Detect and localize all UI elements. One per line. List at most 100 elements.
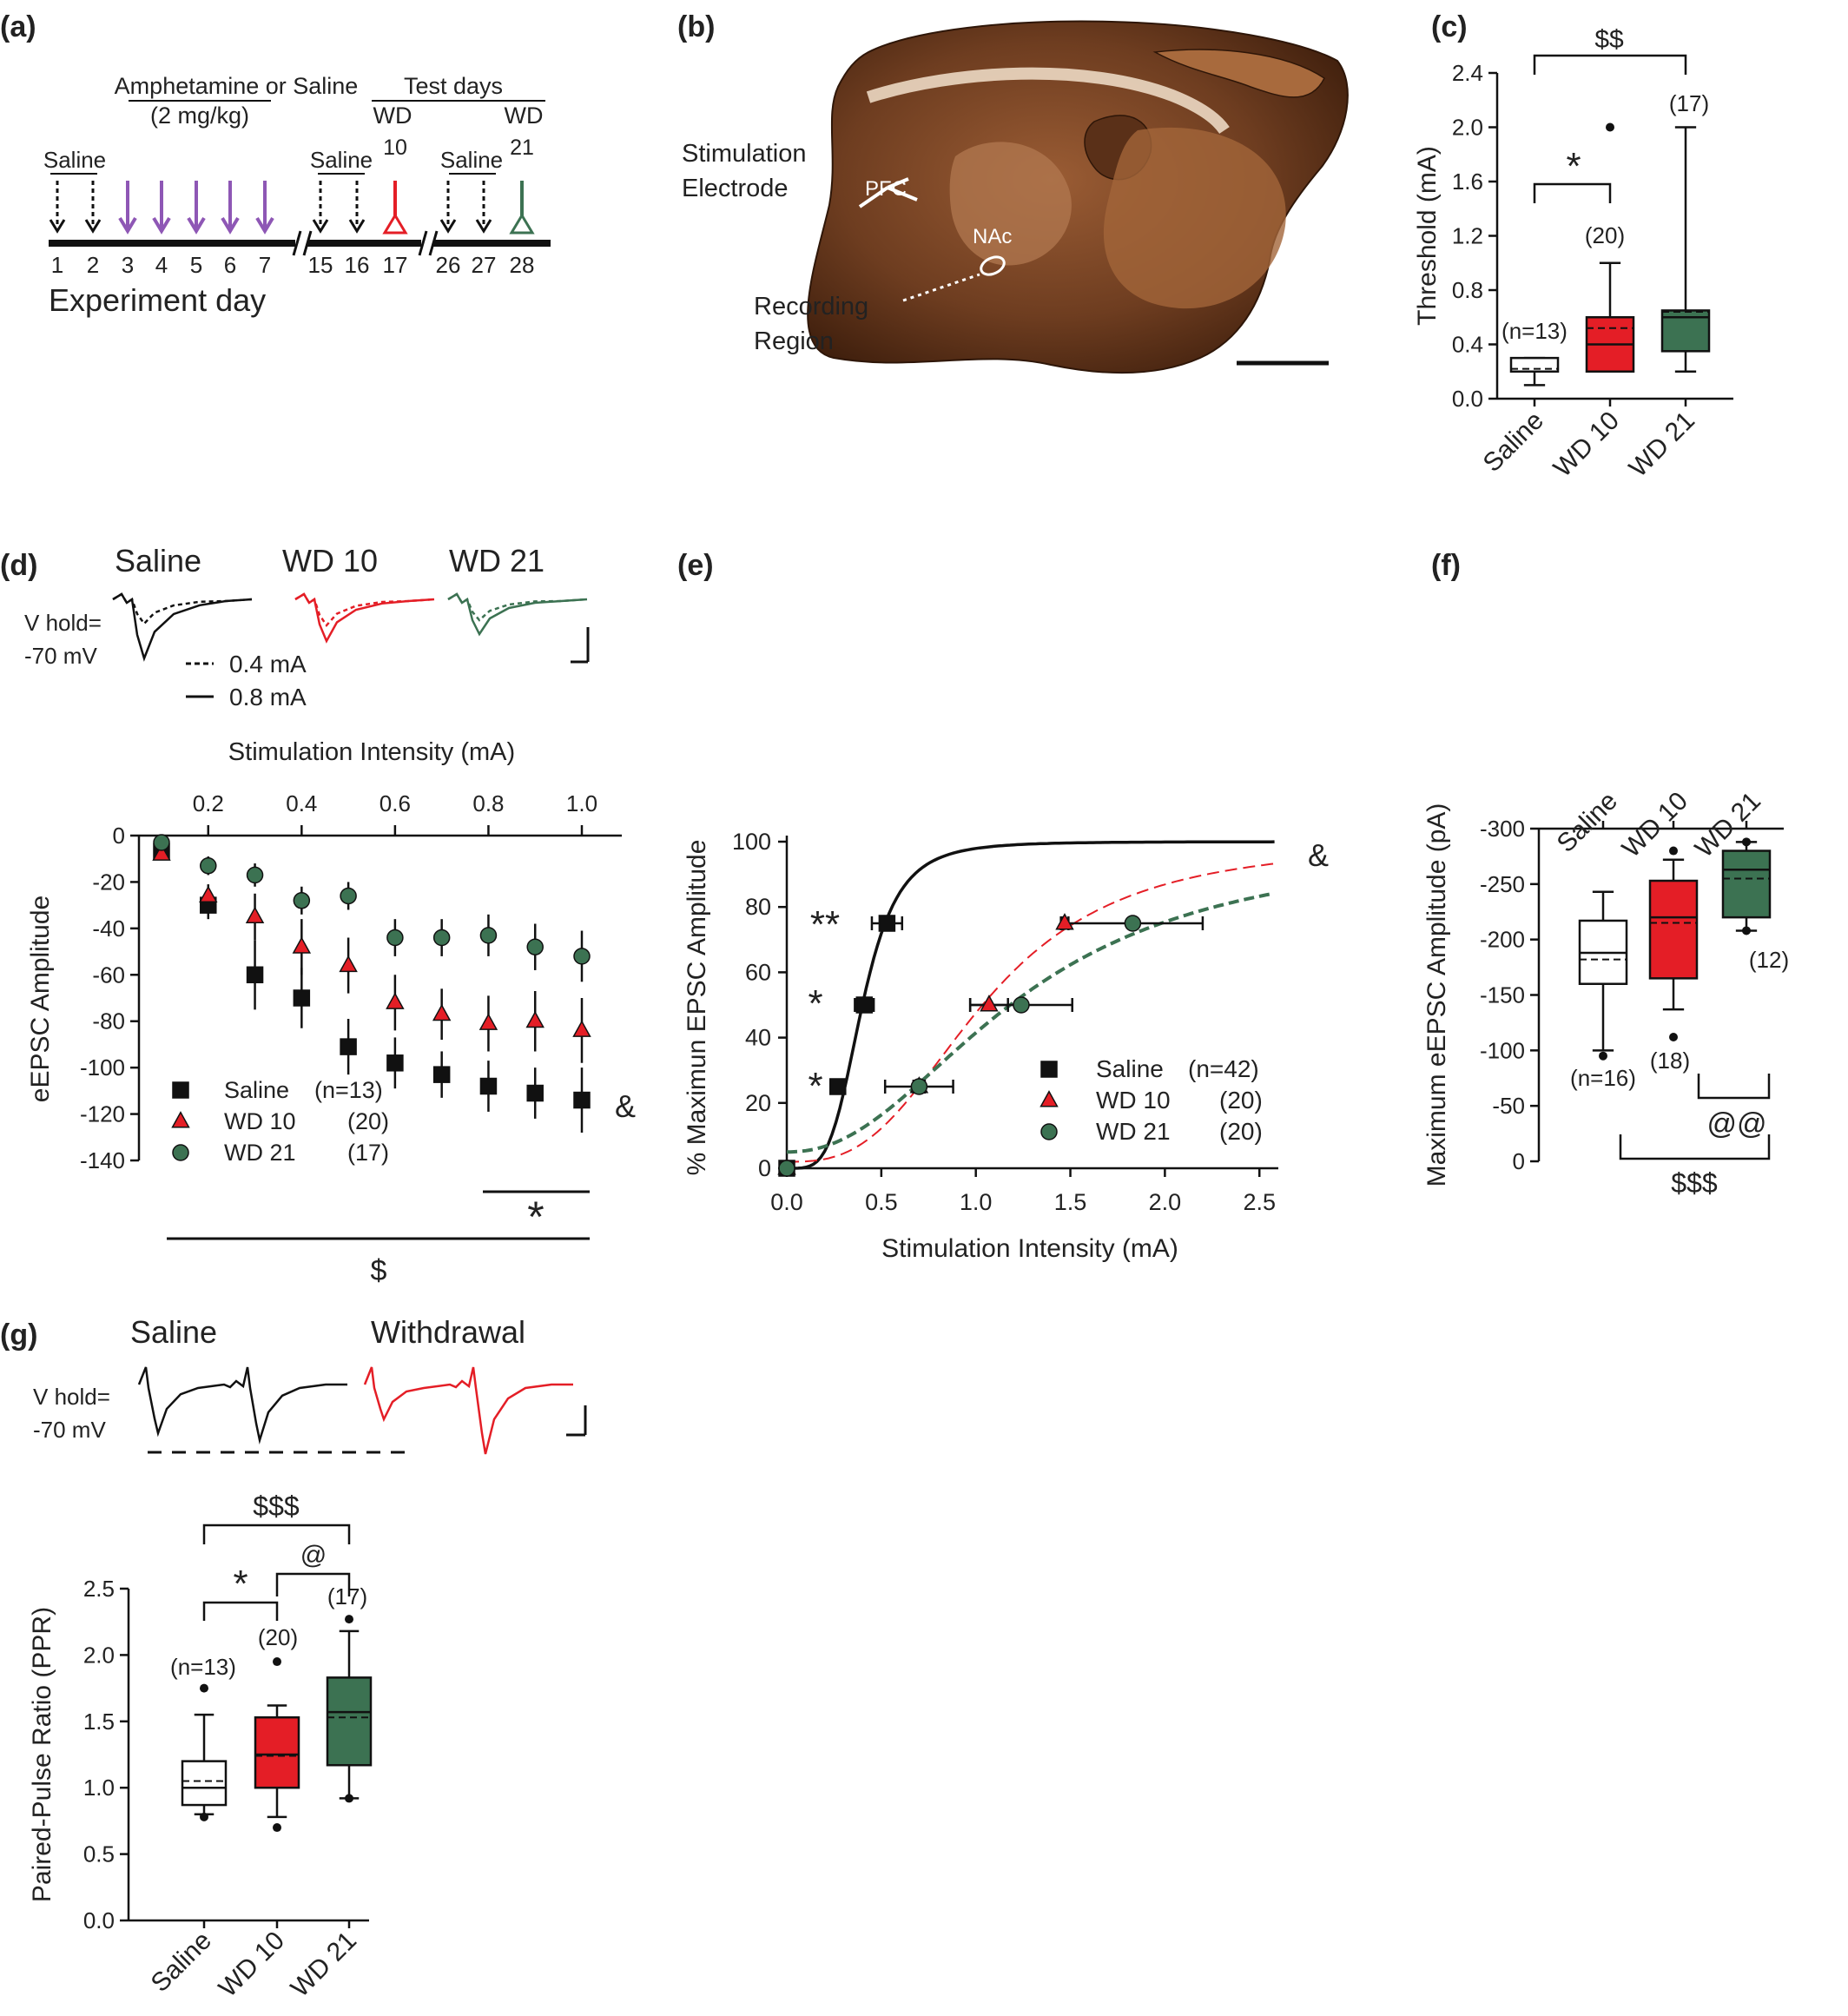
data-point-saline: [293, 989, 311, 1007]
y-tick-label: 2.5: [83, 1576, 115, 1602]
legend-marker: [1040, 1090, 1059, 1107]
data-point-saline: [526, 1084, 544, 1102]
legend-series-name: WD 10: [224, 1108, 296, 1134]
x-axis-title: Stimulation Intensity (mA): [228, 738, 515, 766]
y-tick-label: 1.0: [83, 1775, 115, 1801]
outlier-point: [1606, 122, 1614, 132]
x-tick-label: 2.5: [1243, 1189, 1276, 1215]
y-tick-label: 2.4: [1452, 60, 1483, 86]
data-point-saline: [878, 915, 896, 932]
day-label: 7: [259, 252, 271, 278]
y-tick-label: -150: [1480, 982, 1525, 1008]
trace-wd21-0.4: [447, 592, 588, 622]
data-point-wd21: [432, 929, 451, 947]
legend-label-0.4: 0.4 mA: [229, 651, 307, 678]
amphetamine-injection-arrowhead: [152, 216, 171, 235]
y-tick-label: 0.0: [83, 1907, 115, 1933]
vhold-label: V hold=: [24, 610, 102, 636]
wd21-label: WD: [505, 102, 544, 129]
x-tick-label: 0.4: [286, 790, 317, 816]
day-label: 17: [383, 252, 408, 278]
y-axis-label: % Maximun EPSC Amplitude: [683, 840, 711, 1176]
sig-star: *: [527, 1193, 544, 1241]
trace-title-withdrawal: Withdrawal: [371, 1314, 525, 1350]
saline-label-1: Saline: [43, 147, 106, 173]
data-point-wd21: [386, 929, 404, 947]
data-point-wd21: [910, 1078, 928, 1095]
y-axis-label: Threshold (mA): [1413, 146, 1442, 326]
legend-series-name: Saline: [224, 1077, 289, 1103]
data-point-saline: [246, 966, 264, 984]
fit-curve-wd10: [787, 863, 1275, 1163]
y-tick-label: 0.8: [1452, 277, 1483, 303]
box-1: [1648, 879, 1699, 980]
panel-label-e: (e): [677, 549, 714, 582]
y-tick-label: 2.0: [83, 1642, 115, 1668]
outlier-point: [345, 1794, 353, 1803]
box-1: [254, 1715, 300, 1789]
n-label: (20): [1585, 222, 1625, 248]
sig-amp: &: [615, 1088, 636, 1124]
panel-label-c: (c): [1431, 10, 1468, 43]
x-tick-label: 2.0: [1149, 1189, 1182, 1215]
y-tick-label: -300: [1480, 816, 1525, 842]
y-tick-label: -20: [92, 869, 125, 895]
timeline-panel: Amphetamine or Saline (2 mg/kg) Test day…: [43, 73, 551, 318]
category-label: WD 21: [1624, 407, 1700, 483]
legend-series-name: Saline: [1096, 1055, 1164, 1082]
data-point-wd21: [1013, 996, 1030, 1014]
y-tick-label: 0: [1513, 1148, 1525, 1174]
n-label: (17): [1669, 90, 1709, 116]
data-point-saline: [829, 1078, 847, 1095]
y-tick-label: -50: [1492, 1093, 1525, 1119]
outlier-point: [200, 1683, 208, 1693]
recording-electrode-tip-wd10: [382, 213, 408, 235]
panel-label-g: (g): [0, 1319, 37, 1352]
data-point-wd10: [199, 885, 218, 902]
day-label: 2: [87, 252, 99, 278]
legend-marker: [172, 1144, 189, 1161]
legend-series-n: (20): [347, 1108, 389, 1134]
category-label: WD 10: [214, 1927, 290, 2003]
amphetamine-injection-arrowhead: [255, 216, 274, 235]
saline-injection-arrowhead: [312, 219, 329, 234]
legend-marker: [1040, 1061, 1058, 1078]
data-point-saline: [855, 996, 874, 1014]
y-tick-label: -100: [1480, 1037, 1525, 1063]
n-label: (20): [258, 1624, 298, 1650]
y-tick-label: 0: [758, 1155, 771, 1181]
outlier-point: [1599, 1051, 1607, 1061]
y-tick-label: 0: [113, 823, 125, 849]
y-axis-label: eEPSC Amplitude: [26, 896, 55, 1102]
y-tick-label: 0.0: [1452, 386, 1483, 412]
day-label: 16: [345, 252, 370, 278]
amphetamine-injection-arrowhead: [221, 216, 240, 235]
sig-star-75: **: [810, 903, 840, 946]
y-tick-label: 1.6: [1452, 169, 1483, 195]
nac-recording-site: [980, 255, 1006, 276]
category-label: WD 21: [286, 1927, 362, 2003]
x-tick-label: 1.5: [1054, 1189, 1087, 1215]
brain-slice-panel: Stimulation Electrode PFC NAc Recording …: [682, 20, 1349, 374]
data-point-wd10: [1055, 913, 1074, 930]
sig-dollar: $$$: [1671, 1167, 1718, 1199]
y-axis-label: Paired-Pulse Ratio (PPR): [28, 1607, 56, 1902]
recording-region-label-2: Region: [754, 327, 834, 355]
data-point-wd21: [293, 892, 311, 909]
amphetamine-injection-arrowhead: [118, 216, 137, 235]
sig-at: @@: [1706, 1107, 1766, 1140]
outlier-point: [1669, 1033, 1678, 1042]
data-point-wd10: [432, 1003, 452, 1021]
outlier-point: [273, 1823, 281, 1833]
data-point-wd21: [479, 927, 498, 944]
stim-electrode-label-1: Stimulation: [682, 140, 806, 168]
n-label: (n=13): [170, 1654, 236, 1680]
saline-label-2: Saline: [310, 147, 373, 173]
data-point-wd10: [386, 992, 405, 1009]
trace-saline-paired-pulse: [137, 1366, 347, 1444]
data-point-saline: [340, 1038, 357, 1055]
y-tick-label: 20: [745, 1090, 771, 1116]
fit-curve-saline: [787, 840, 1275, 1170]
category-label: Saline: [1552, 787, 1623, 858]
y-tick-label: -60: [92, 962, 125, 988]
